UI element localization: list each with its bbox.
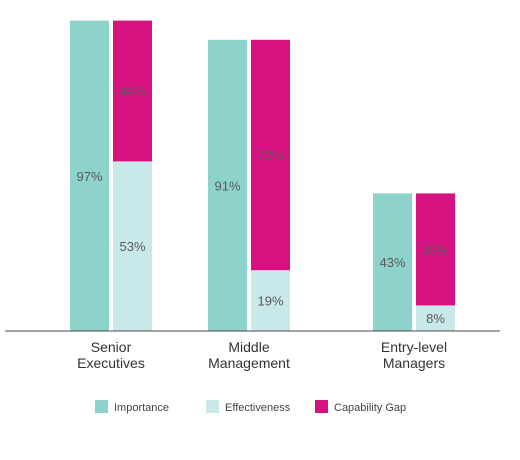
legend-label-effectiveness: Effectiveness xyxy=(225,402,291,414)
bar-capability-gap-entry-level-managers xyxy=(416,193,455,306)
legend: Importance Effectiveness Capability Gap xyxy=(95,400,406,414)
data-label-capability-gap-senior-executives: 44% xyxy=(119,84,145,99)
data-label-importance-middle-management: 91% xyxy=(214,178,240,193)
data-label-capability-gap-middle-management: 72% xyxy=(257,148,283,163)
data-label-importance-senior-executives: 97% xyxy=(76,169,102,184)
bar-importance-entry-level-managers xyxy=(373,193,412,331)
legend-label-importance: Importance xyxy=(114,402,169,414)
bar-effectiveness-senior-executives xyxy=(113,161,152,331)
data-label-effectiveness-entry-level-managers: 8% xyxy=(426,311,445,326)
category-label-senior-executives-line-1: Senior xyxy=(91,339,132,355)
bars-layer xyxy=(70,20,455,332)
category-label-entry-level-managers-line-2: Managers xyxy=(383,355,445,371)
category-label-middle-management-line-2: Management xyxy=(208,355,290,371)
bar-capability-gap-senior-executives xyxy=(113,20,152,162)
bar-importance-middle-management xyxy=(208,39,247,332)
data-label-effectiveness-middle-management: 19% xyxy=(257,294,283,309)
legend-swatch-capability-gap xyxy=(315,400,328,413)
legend-swatch-effectiveness xyxy=(206,400,219,413)
bar-capability-gap-middle-management xyxy=(251,39,290,271)
data-label-importance-entry-level-managers: 43% xyxy=(379,255,405,270)
data-label-capability-gap-entry-level-managers: 35% xyxy=(422,242,448,257)
category-label-middle-management-line-1: Middle xyxy=(228,339,269,355)
data-label-effectiveness-senior-executives: 53% xyxy=(119,239,145,254)
bar-effectiveness-entry-level-managers xyxy=(416,305,455,331)
legend-swatch-importance xyxy=(95,400,108,413)
legend-label-capability-gap: Capability Gap xyxy=(334,402,406,414)
bar-importance-senior-executives xyxy=(70,20,109,331)
category-label-senior-executives-line-2: Executives xyxy=(77,355,145,371)
category-label-entry-level-managers-line-1: Entry-level xyxy=(381,339,447,355)
bar-effectiveness-middle-management xyxy=(251,270,290,331)
